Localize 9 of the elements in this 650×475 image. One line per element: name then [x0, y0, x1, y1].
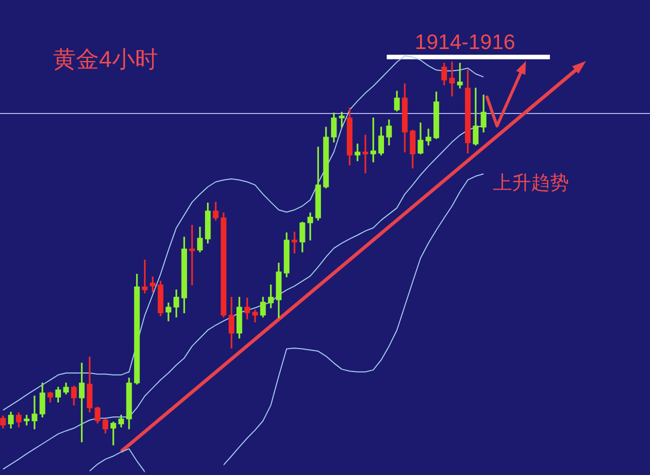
text: 1914-1916 [414, 31, 516, 54]
candlestick [292, 232, 298, 254]
candlestick [354, 144, 360, 162]
candlestick [457, 62, 463, 88]
chart-title: 黄金4小时 [53, 46, 158, 72]
candlestick [449, 62, 455, 96]
candlestick [189, 224, 195, 286]
candlestick [32, 396, 38, 430]
annotation: 上升趋势 [493, 173, 569, 194]
